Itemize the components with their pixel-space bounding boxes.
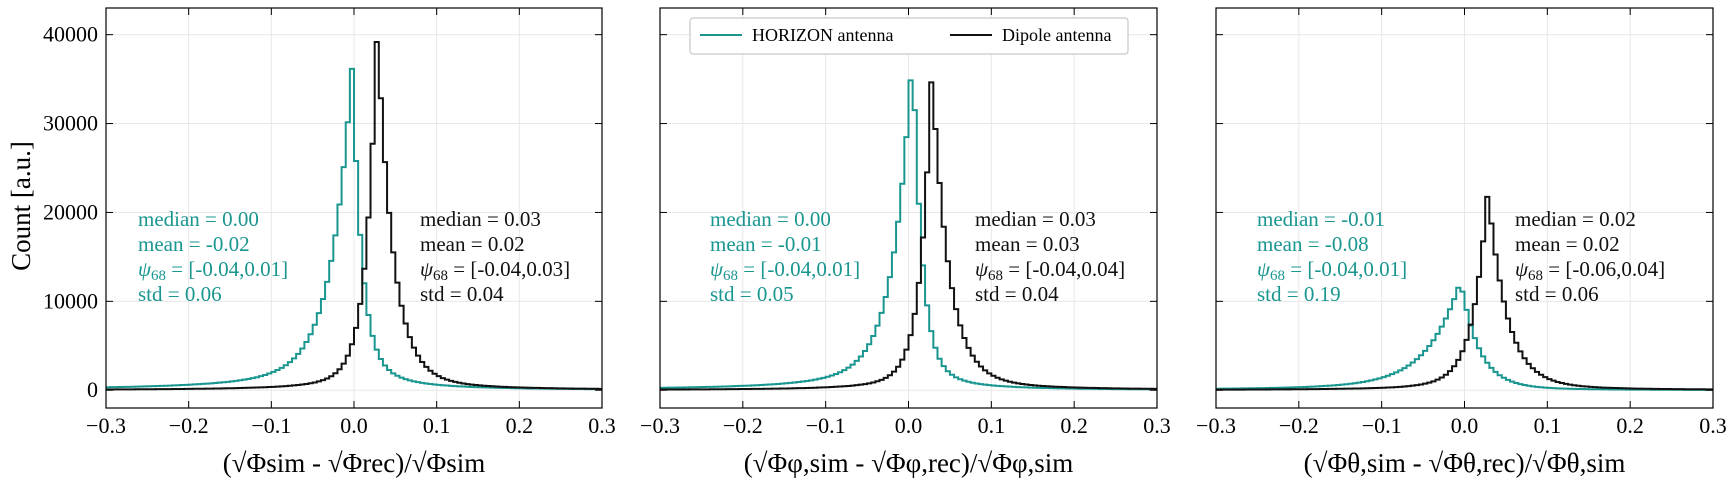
stat-line: mean = 0.03: [975, 232, 1080, 256]
stat-line: std = 0.04: [420, 282, 504, 306]
x-tick-label: 0.3: [1699, 413, 1727, 438]
x-tick-label: −0.3: [640, 413, 680, 438]
panel-3: −0.3 −0.2 −0.1 0.0 0.1 0.2 0.3 (√Φθ,sim - √Φθ,r…: [1196, 7, 1727, 478]
x-axis-label: (√Φφ,sim - √Φφ,rec)/√Φφ,sim: [744, 448, 1074, 478]
x-tick-label: 0.0: [895, 413, 923, 438]
legend-dipole-label: Dipole antenna: [1002, 25, 1111, 45]
stat-line: median = 0.02: [1515, 207, 1636, 231]
stat-line: median = 0.00: [138, 207, 259, 231]
x-tick-label: −0.2: [723, 413, 763, 438]
x-tick-label: −0.3: [86, 413, 126, 438]
stat-line: mean = 0.02: [420, 232, 525, 256]
stat-line: mean = -0.01: [710, 232, 822, 256]
stat-line: median = 0.00: [710, 207, 831, 231]
x-tick-label: 0.1: [978, 413, 1006, 438]
stat-line: ψ68 = [-0.04,0.01]: [710, 257, 860, 284]
y-tick-label: 20000: [43, 199, 98, 224]
y-tick-label: 40000: [43, 22, 98, 47]
histogram-dipole: [106, 40, 602, 391]
x-tick-label: 0.3: [1143, 413, 1171, 438]
stat-line: mean = -0.02: [138, 232, 250, 256]
stat-line: std = 0.04: [975, 282, 1059, 306]
x-tick-label: 0.0: [1451, 413, 1479, 438]
x-tick-label: 0.1: [423, 413, 451, 438]
y-tick-label: 0: [87, 377, 98, 402]
x-axis-label: (√Φsim - √Φrec)/√Φsim: [223, 448, 486, 478]
legend: HORIZON antenna Dipole antenna: [689, 17, 1129, 55]
stat-line: std = 0.19: [1257, 282, 1341, 306]
panel-2: −0.3 −0.2 −0.1 0.0 0.1 0.2 0.3 (√Φφ,sim - √Φφ,r…: [640, 7, 1171, 478]
x-tick-label: 0.2: [1616, 413, 1644, 438]
stat-line: median = 0.03: [975, 207, 1096, 231]
x-tick-label: 0.1: [1534, 413, 1562, 438]
stat-line: ψ68 = [-0.04,0.04]: [975, 257, 1125, 284]
x-tick-label: −0.2: [1279, 413, 1319, 438]
x-tick-label: 0.3: [588, 413, 616, 438]
panel-1: −0.3 −0.2 −0.1 0.0 0.1 0.2 0.3 0 10000 20000 30000…: [43, 7, 616, 478]
stat-line: std = 0.06: [1515, 282, 1599, 306]
stat-line: mean = 0.02: [1515, 232, 1620, 256]
stat-line: ψ68 = [-0.04,0.01]: [1257, 257, 1407, 284]
legend-horizon-label: HORIZON antenna: [752, 25, 893, 45]
x-tick-label: −0.2: [169, 413, 209, 438]
x-tick-label: 0.2: [1060, 413, 1088, 438]
x-tick-label: −0.1: [806, 413, 846, 438]
stat-line: ψ68 = [-0.04,0.03]: [420, 257, 570, 284]
x-tick-label: −0.3: [1196, 413, 1236, 438]
legend-box: [689, 17, 1129, 55]
stat-line: median = 0.03: [420, 207, 541, 231]
histogram-horizon: [1216, 286, 1713, 391]
x-tick-label: −0.1: [251, 413, 291, 438]
stat-line: ψ68 = [-0.06,0.04]: [1515, 257, 1665, 284]
histogram-dipole: [660, 81, 1157, 391]
stat-line: ψ68 = [-0.04,0.01]: [138, 257, 288, 284]
y-axis-label: Count [a.u.]: [6, 141, 36, 271]
stat-line: std = 0.05: [710, 282, 794, 306]
stat-line: median = -0.01: [1257, 207, 1385, 231]
x-tick-label: 0.2: [506, 413, 534, 438]
stat-line: mean = -0.08: [1257, 232, 1369, 256]
y-tick-label: 10000: [43, 288, 98, 313]
histogram-horizon: [660, 79, 1157, 391]
x-tick-label: −0.1: [1362, 413, 1402, 438]
stat-line: std = 0.06: [138, 282, 222, 306]
x-axis-label: (√Φθ,sim - √Φθ,rec)/√Φθ,sim: [1304, 448, 1626, 478]
histogram-dipole: [1216, 195, 1713, 391]
y-tick-label: 30000: [43, 111, 98, 136]
x-tick-label: 0.0: [340, 413, 368, 438]
